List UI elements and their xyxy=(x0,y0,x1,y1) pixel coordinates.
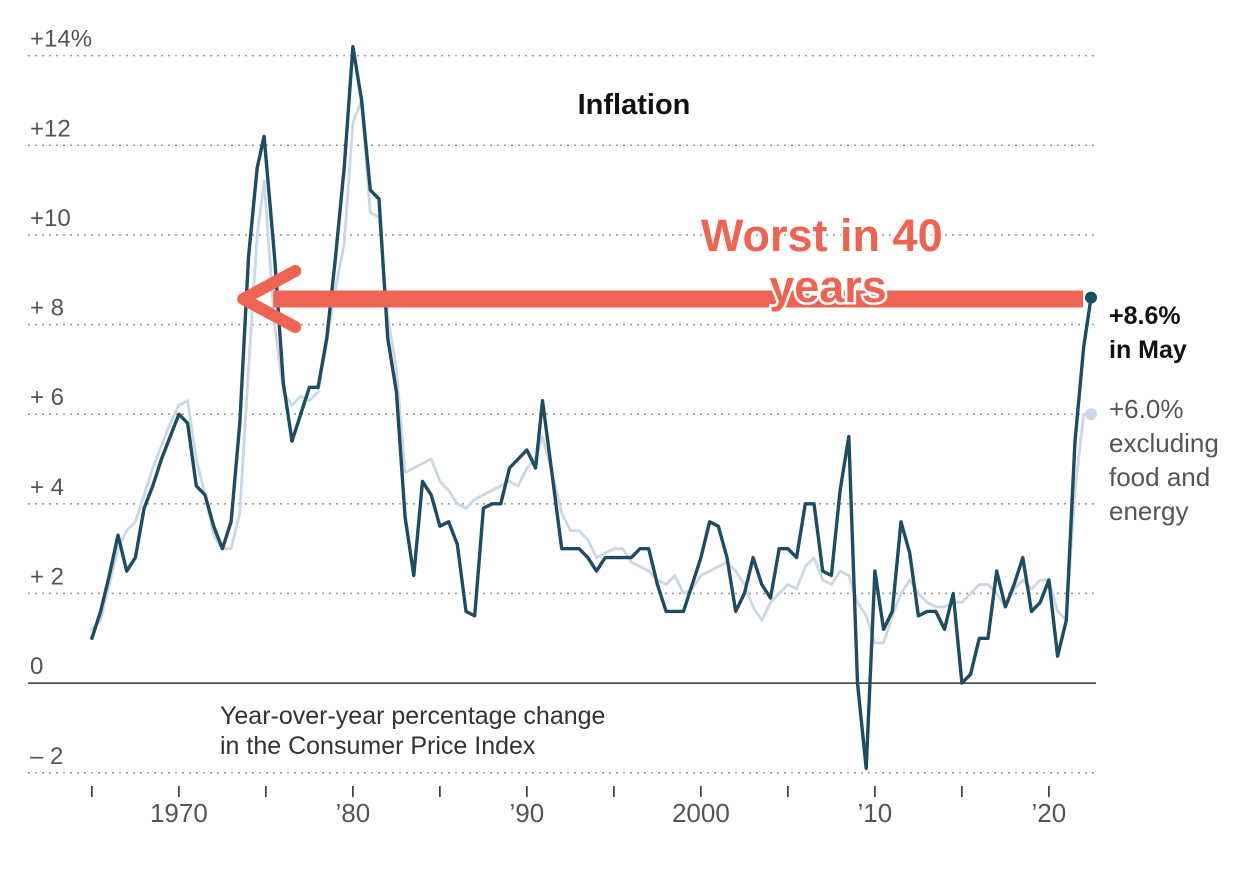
y-tick-label-4: + 6 xyxy=(30,384,64,411)
y-tick-label-8: – 2 xyxy=(30,743,63,770)
core-cpi-value-label: +6.0% excluding food and energy xyxy=(1109,394,1226,526)
x-tick-label-5: ’90 xyxy=(510,798,545,828)
annotation-arrow-head xyxy=(237,265,302,333)
series-lines xyxy=(90,45,1097,770)
core-cpi-label-line-3: food and xyxy=(1109,462,1210,492)
annotation-text: Worst in 40 years xyxy=(701,210,955,312)
annotation-text-line-1: Worst in 40 xyxy=(701,210,943,261)
core-cpi-endpoint xyxy=(1085,408,1097,421)
cpi-value-label: +8.6% in May xyxy=(1109,302,1188,364)
cpi-value-label-line-1: +8.6% xyxy=(1109,302,1181,330)
x-tick-label-9: ’10 xyxy=(858,798,893,828)
x-tick-label-7: 2000 xyxy=(672,798,730,828)
y-tick-label-7: 0 xyxy=(30,653,43,680)
y-tick-label-0: +14% xyxy=(30,26,92,53)
annotation-arrow xyxy=(237,265,1083,333)
y-tick-label-5: + 4 xyxy=(30,474,64,501)
y-tick-label-1: +12 xyxy=(30,115,71,142)
x-tick-label-1: 1970 xyxy=(150,798,208,828)
core-cpi-line xyxy=(90,99,1093,645)
annotation-text-line-2: years xyxy=(769,261,887,312)
chart-subtitle-line-1: Year-over-year percentage change xyxy=(220,702,605,730)
core-cpi-label-line-2: excluding xyxy=(1109,428,1219,458)
x-axis: 1970 ’80 ’90 2000 ’10 ’20 xyxy=(91,786,1067,828)
core-cpi-label-line-4: energy xyxy=(1109,496,1189,526)
x-tick-label-3: ’80 xyxy=(336,798,371,828)
chart-subtitle-line-2: in the Consumer Price Index xyxy=(220,732,536,760)
y-tick-label-2: +10 xyxy=(30,205,71,232)
cpi-value-label-line-2: in May xyxy=(1109,336,1187,364)
cpi-line xyxy=(90,45,1093,770)
chart-title: Inflation xyxy=(578,89,691,121)
core-cpi-label-line-1: +6.0% xyxy=(1109,394,1183,424)
y-tick-label-6: + 2 xyxy=(30,563,64,590)
cpi-endpoint xyxy=(1085,291,1097,304)
chart-subtitle: Year-over-year percentage change in the … xyxy=(220,702,612,760)
x-tick-label-11: ’20 xyxy=(1032,798,1067,828)
y-axis-tick-labels: +14% +12 +10 + 8 + 6 + 4 + 2 0 – 2 xyxy=(30,26,92,770)
y-tick-label-3: + 8 xyxy=(30,295,64,322)
